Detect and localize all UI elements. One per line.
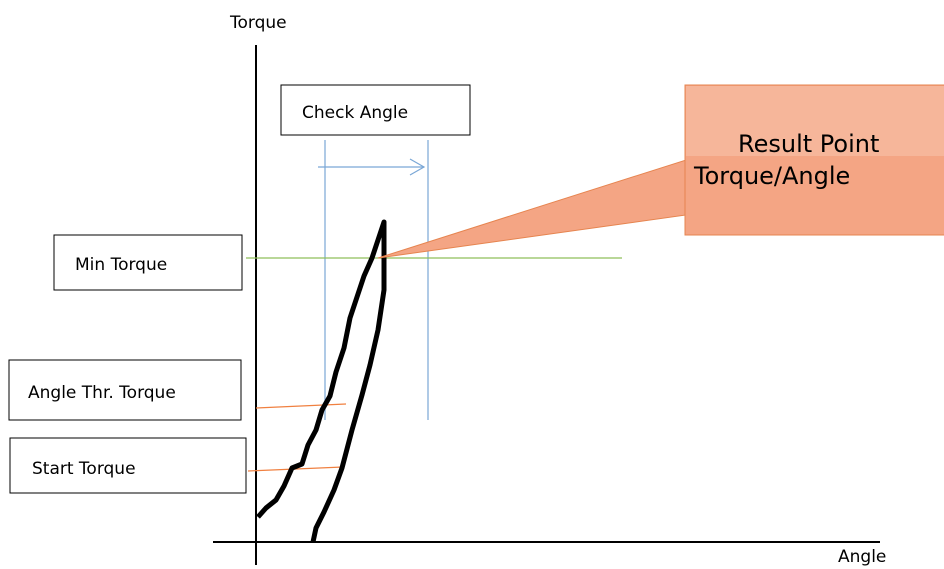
- x-axis-label: Angle: [838, 547, 886, 567]
- callout-pointer: [377, 159, 687, 259]
- min-torque-label: Min Torque: [75, 255, 167, 275]
- check-angle-label: Check Angle: [302, 103, 408, 123]
- arrow-head: [409, 158, 426, 176]
- min-torque-box: [53, 234, 243, 291]
- y-axis-label: Torque: [229, 13, 287, 33]
- callout-line1: Result Point: [738, 130, 879, 158]
- angle-thr-label: Angle Thr. Torque: [28, 383, 176, 403]
- callout-line2: Torque/Angle: [693, 162, 850, 190]
- callout-highlight: [686, 86, 944, 156]
- check-angle-box: [280, 84, 471, 136]
- start-torque-label: Start Torque: [32, 459, 136, 479]
- angle-thr-box: [8, 359, 242, 421]
- torque-curve: [256, 219, 387, 543]
- angle-thr-line: [255, 403, 347, 409]
- start-torque-box: [9, 437, 247, 494]
